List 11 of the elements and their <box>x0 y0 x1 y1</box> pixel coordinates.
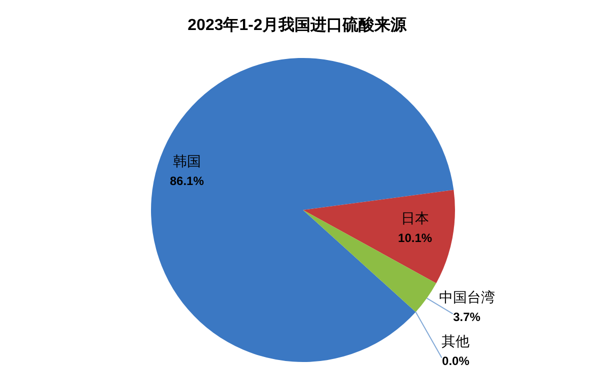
chart-title: 2023年1-2月我国进口硫酸来源 <box>188 16 408 34</box>
pie-slice <box>303 210 436 312</box>
data-label: 86.1% <box>170 174 204 188</box>
pie-slice <box>303 190 455 284</box>
data-label: 3.7% <box>453 310 481 324</box>
data-label: 10.1% <box>398 230 432 245</box>
slice-label: 韩国 <box>172 152 201 169</box>
text: 0.0% <box>442 354 470 368</box>
category-label: 其他 <box>442 332 470 349</box>
slice-label: 中国台湾 <box>438 288 495 305</box>
slice-label: 日本 <box>401 210 430 226</box>
